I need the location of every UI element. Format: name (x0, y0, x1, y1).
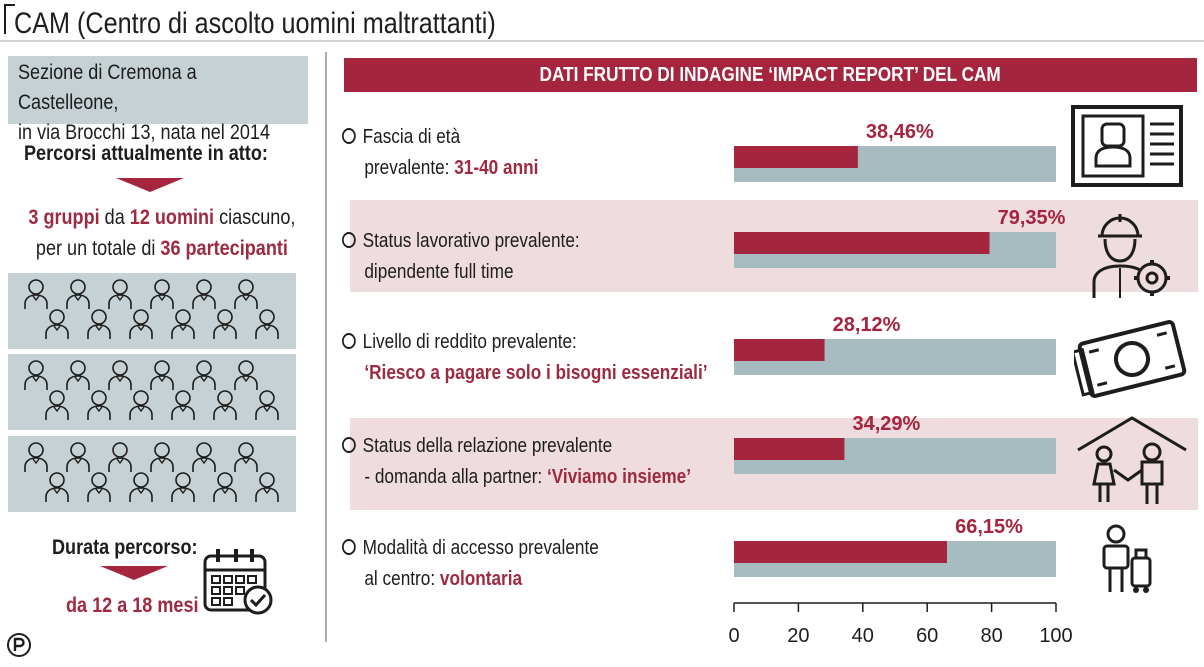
x-tick-label: 40 (852, 625, 874, 647)
bar-value-label: 28,12% (833, 314, 901, 336)
total-participants: 36 partecipanti (160, 237, 288, 260)
bullet-circle-icon (342, 539, 356, 555)
item-age: Fascia di età prevalente: 31-40 anni (342, 122, 538, 184)
person-icon (129, 472, 153, 502)
title-rule (0, 40, 1204, 42)
person-icon (171, 309, 195, 339)
down-arrow-icon (116, 178, 184, 192)
intro-line-1: Sezione di Cremona a Castelleone, (18, 61, 197, 114)
person-icon (24, 360, 48, 390)
intro-box (8, 56, 308, 124)
x-tick-label: 60 (916, 625, 938, 647)
id-card-icon (1071, 105, 1183, 187)
person-icon (108, 279, 132, 309)
group-box-2 (8, 354, 296, 430)
person-icon (66, 360, 90, 390)
couple-house-icon (1077, 416, 1187, 504)
participants-icon-grid (24, 360, 279, 420)
traveler-luggage-icon (1102, 524, 1152, 593)
person-icon (213, 390, 237, 420)
person-icon (108, 360, 132, 390)
intro-line-2: in via Brocchi 13, nata nel 2014 (18, 121, 271, 144)
title-corner-mark (4, 4, 15, 34)
person-icon (66, 279, 90, 309)
person-icon (87, 472, 111, 502)
item-relationship: Status della relazione prevalente - doma… (342, 431, 691, 493)
person-icon (45, 309, 69, 339)
banknote-icon (1074, 320, 1187, 398)
bullet-circle-icon (342, 232, 356, 248)
calendar-check-icon (203, 549, 273, 615)
item-income: Livello di reddito prevalente: ‘Riesco a… (342, 327, 708, 389)
person-icon (255, 472, 279, 502)
x-tick-label: 80 (980, 625, 1002, 647)
person-icon (24, 279, 48, 309)
person-icon (24, 442, 48, 472)
bullet-circle-icon (342, 333, 356, 349)
x-tick-label: 20 (787, 625, 809, 647)
duration-value: da 12 a 18 mesi (66, 594, 199, 617)
bar-value (734, 146, 858, 168)
men-per-group: 12 uomini (129, 206, 215, 229)
person-icon (129, 390, 153, 420)
person-icon (87, 390, 111, 420)
bar-value-label: 79,35% (998, 207, 1066, 229)
bar-value (734, 541, 948, 563)
person-icon (66, 442, 90, 472)
bullet-circle-icon (342, 437, 356, 453)
person-icon (234, 360, 258, 390)
page-title: CAM (Centro di ascolto uomini maltrattan… (14, 7, 496, 40)
participants-icon-grid (24, 279, 279, 339)
person-icon (213, 472, 237, 502)
person-icon (234, 279, 258, 309)
person-icon (192, 442, 216, 472)
down-arrow-icon (100, 566, 168, 580)
person-icon (171, 472, 195, 502)
person-icon (129, 309, 153, 339)
person-icon (213, 309, 237, 339)
person-icon (87, 309, 111, 339)
column-divider (325, 52, 327, 642)
panel-header (344, 58, 1197, 92)
x-tick-label: 100 (1039, 625, 1072, 647)
participants-icon-grid (24, 442, 279, 502)
bar-value-label: 66,15% (955, 516, 1023, 538)
bar-value-label: 38,46% (866, 121, 934, 143)
panel-title: DATI FRUTTO DI INDAGINE ‘IMPACT REPORT’ … (539, 64, 1002, 86)
bar-value-label: 34,29% (852, 413, 920, 435)
person-icon (150, 442, 174, 472)
bullet-circle-icon (342, 128, 356, 144)
intro-text: Sezione di Cremona a Castelleone, in via… (18, 58, 302, 148)
item-employment: Status lavorativo prevalente: dipendente… (342, 226, 580, 288)
person-icon (45, 390, 69, 420)
bar-value (734, 339, 825, 361)
person-icon (150, 279, 174, 309)
person-icon (45, 472, 69, 502)
person-icon (192, 360, 216, 390)
publisher-logo (7, 633, 31, 657)
person-icon (234, 442, 258, 472)
group-box-1 (8, 273, 296, 349)
person-icon (150, 360, 174, 390)
worker-gear-icon (1092, 214, 1170, 298)
bar-value (734, 438, 845, 460)
person-icon (255, 309, 279, 339)
person-icon (171, 390, 195, 420)
bar-value (734, 232, 990, 254)
x-tick-label: 0 (728, 625, 739, 647)
groups-count: 3 gruppi (28, 206, 100, 229)
item-access: Modalità di accesso prevalente al centro… (342, 533, 599, 595)
person-icon (255, 390, 279, 420)
groups-description: 3 gruppi da 12 uomini ciascuno, per un t… (28, 206, 296, 260)
person-icon (192, 279, 216, 309)
groups-heading: Percorsi attualmente in atto: (24, 142, 268, 165)
person-icon (108, 442, 132, 472)
group-box-3 (8, 436, 296, 512)
duration-heading: Durata percorso: (52, 536, 198, 559)
